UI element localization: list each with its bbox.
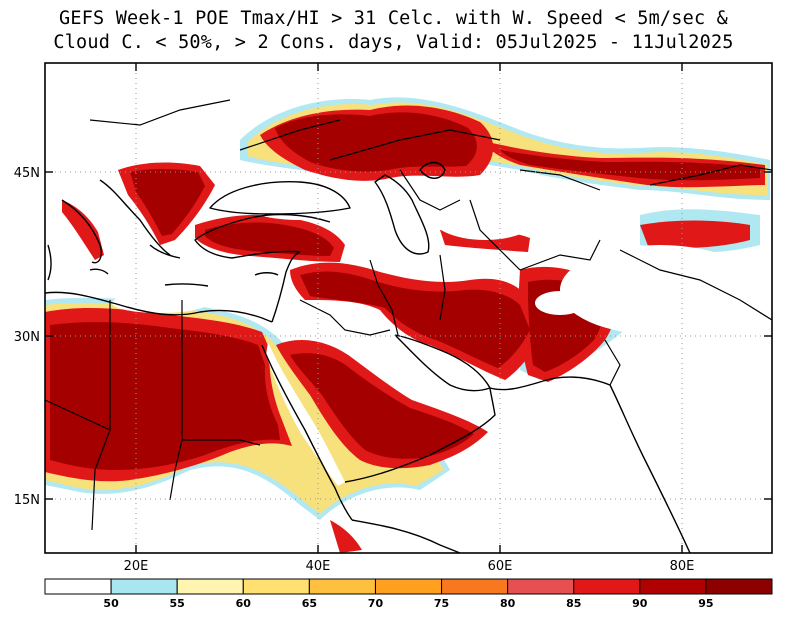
colorbar-label: 65 — [302, 597, 317, 610]
colorbar-label: 85 — [566, 597, 581, 610]
colorbar-label: 70 — [368, 597, 384, 610]
colorbar-swatch — [441, 578, 509, 595]
colorbar-swatch — [573, 578, 641, 595]
colorbar: 50 55 60 65 70 75 80 85 90 95 — [44, 578, 773, 610]
colorbar-label: 60 — [236, 597, 252, 610]
lon-label-20e: 20E — [124, 559, 149, 574]
lon-label-80e: 80E — [670, 559, 695, 574]
colorbar-label: 90 — [632, 597, 648, 610]
colorbar-swatch — [176, 578, 244, 595]
map-title-line-1: GEFS Week-1 POE Tmax/HI > 31 Celc. with … — [59, 8, 728, 29]
colorbar-label: 80 — [500, 597, 516, 610]
lat-label-30n: 30N — [14, 330, 40, 345]
lon-label-60e: 60E — [488, 559, 513, 574]
colorbar-label: 95 — [698, 597, 713, 610]
colorbar-label: 75 — [434, 597, 449, 610]
colorbar-swatch — [242, 578, 310, 595]
colorbar-swatch — [110, 578, 178, 595]
colorbar-label: 50 — [103, 597, 119, 610]
lat-label-15n: 15N — [14, 493, 40, 508]
map-title-line-2: Cloud C. < 50%, > 2 Cons. days, Valid: 0… — [53, 32, 734, 53]
colorbar-swatch — [639, 578, 707, 595]
map-frame — [44, 62, 773, 554]
probability-field — [45, 63, 772, 553]
colorbar-swatch — [44, 578, 112, 595]
colorbar-swatch — [374, 578, 443, 595]
colorbar-label: 55 — [170, 597, 185, 610]
lat-label-45n: 45N — [14, 166, 40, 181]
colorbar-swatch — [507, 578, 575, 595]
graticule — [45, 63, 772, 553]
lon-label-40e: 40E — [306, 559, 331, 574]
colorbar-swatch — [308, 578, 376, 595]
colorbar-swatch — [705, 578, 773, 595]
